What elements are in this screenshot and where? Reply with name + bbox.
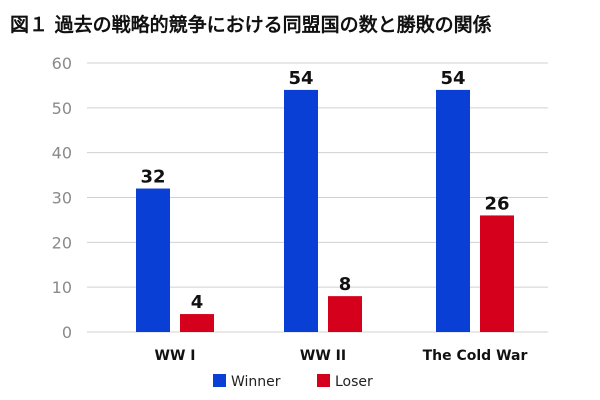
data-labels: 32 4 54 8 54 26 [140, 68, 509, 313]
x-category-label: The Cold War [423, 348, 528, 364]
x-axis-categories: WW I WW II The Cold War [155, 348, 528, 364]
y-tick-label: 40 [52, 144, 72, 163]
y-axis-ticks: 0 10 20 30 40 50 60 [52, 54, 72, 342]
chart-title: 図１ 過去の戦略的競争における同盟国の数と勝敗の関係 [10, 14, 492, 36]
data-label: 26 [484, 193, 509, 214]
bar-loser [328, 296, 362, 332]
y-tick-label: 30 [52, 189, 72, 208]
y-tick-label: 50 [52, 99, 72, 118]
bar-loser [480, 215, 514, 332]
x-category-label: WW I [155, 348, 196, 364]
legend-label: Winner [231, 374, 281, 390]
bar-winner [436, 89, 470, 333]
legend-swatch-winner [213, 374, 226, 387]
data-label: 32 [140, 167, 165, 188]
legend: Winner Loser [213, 374, 373, 390]
data-label: 4 [191, 292, 204, 313]
x-category-label: WW II [300, 348, 346, 364]
bar-winner [284, 89, 318, 333]
data-label: 8 [339, 274, 352, 295]
legend-swatch-loser [317, 374, 330, 387]
legend-label: Loser [335, 374, 373, 390]
bar-loser [180, 314, 214, 332]
bar-winner [136, 188, 170, 332]
y-tick-label: 10 [52, 278, 72, 297]
data-label: 54 [288, 68, 313, 89]
y-tick-label: 20 [52, 233, 72, 252]
bars [136, 89, 514, 333]
y-tick-label: 60 [52, 54, 72, 73]
data-label: 54 [440, 68, 465, 89]
y-tick-label: 0 [62, 323, 72, 342]
